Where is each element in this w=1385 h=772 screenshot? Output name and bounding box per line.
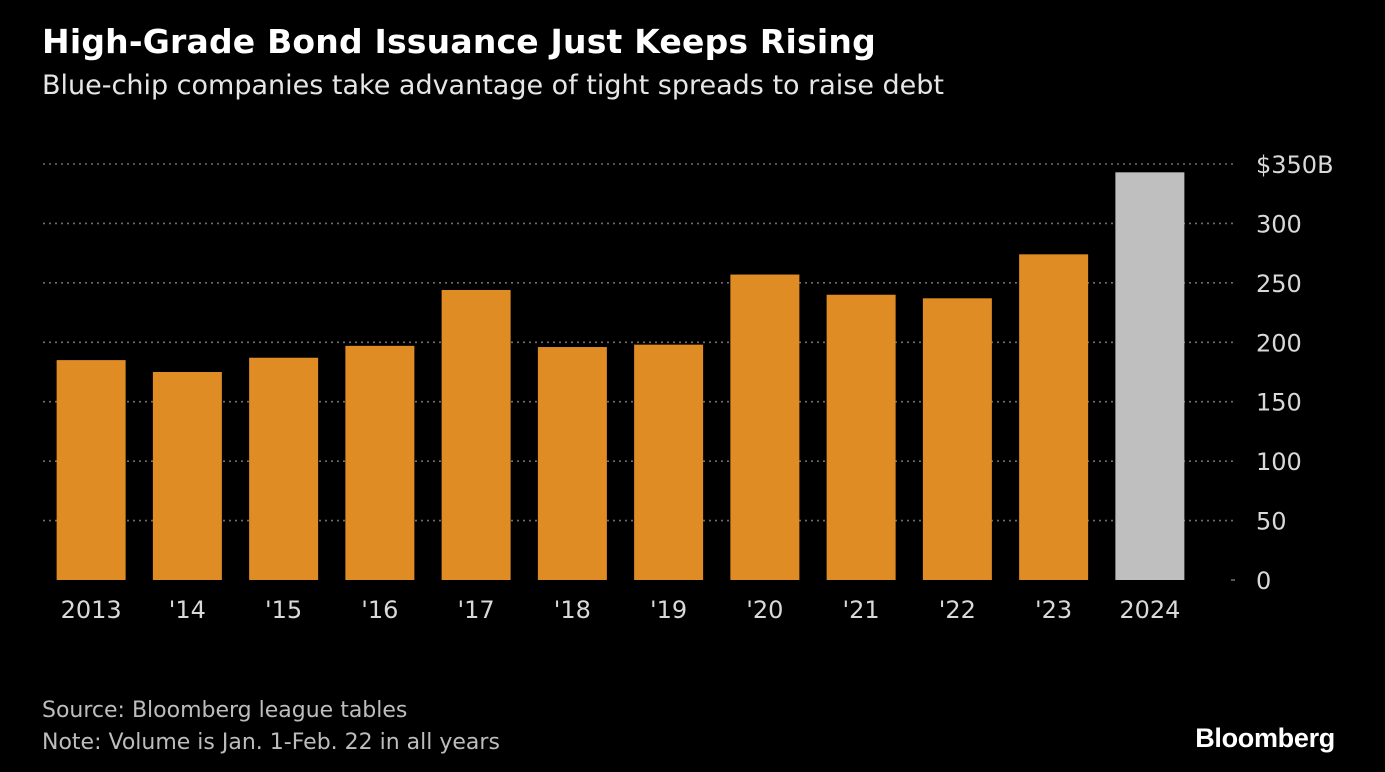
volume-note: Note: Volume is Jan. 1-Feb. 22 in all ye… xyxy=(42,730,500,755)
x-tick-label: '22 xyxy=(939,596,976,624)
chart-subtitle: Blue-chip companies take advantage of ti… xyxy=(42,70,945,101)
y-tick-label: 50 xyxy=(1256,508,1287,536)
x-tick-label: '15 xyxy=(265,596,302,624)
y-tick-label: 300 xyxy=(1256,210,1302,238)
bar-6 xyxy=(634,344,704,580)
x-tick-label: '20 xyxy=(746,596,783,624)
chart-title: High-Grade Bond Issuance Just Keeps Risi… xyxy=(42,22,876,61)
bar-1 xyxy=(152,372,222,580)
x-tick-label: '14 xyxy=(169,596,206,624)
bars xyxy=(56,172,1185,580)
y-tick-label: 200 xyxy=(1256,329,1302,357)
bar-3 xyxy=(345,345,415,580)
bar-9 xyxy=(922,298,992,580)
x-tick-label: '21 xyxy=(843,596,880,624)
bar-5 xyxy=(537,347,607,580)
y-tick-label: 150 xyxy=(1256,389,1302,417)
y-tick-label: 250 xyxy=(1256,270,1302,298)
bar-8 xyxy=(826,294,896,580)
x-tick-label: '23 xyxy=(1035,596,1072,624)
y-tick-label: 0 xyxy=(1256,567,1271,595)
bar-2 xyxy=(249,357,319,580)
bloomberg-logo: Bloomberg xyxy=(1195,723,1335,753)
x-tick-label: 2013 xyxy=(61,596,122,624)
x-tick-label: '17 xyxy=(458,596,495,624)
bar-10 xyxy=(1019,254,1089,580)
y-tick-label: 100 xyxy=(1256,448,1302,476)
bar-11 xyxy=(1115,172,1185,580)
x-tick-label: '18 xyxy=(554,596,591,624)
x-tick-label: '16 xyxy=(361,596,398,624)
bar-7 xyxy=(730,274,800,580)
y-tick-label: $350B xyxy=(1256,151,1334,179)
x-tick-label: '19 xyxy=(650,596,687,624)
y-axis-ticks: 0 50 100 150 200 250 300 $350B xyxy=(1256,151,1334,595)
x-tick-label: 2024 xyxy=(1119,596,1180,624)
bar-4 xyxy=(441,289,511,580)
x-axis-ticks: 2013 '14 '15 '16 '17 '18 '19 '20 '21 '22 '23 2024 xyxy=(61,596,1181,624)
bar-chart: 0 50 100 150 200 250 300 $350B 2013 '14 '15 '16 '17… xyxy=(43,151,1334,624)
source-note: Source: Bloomberg league tables xyxy=(42,698,408,723)
bar-0 xyxy=(56,360,126,580)
